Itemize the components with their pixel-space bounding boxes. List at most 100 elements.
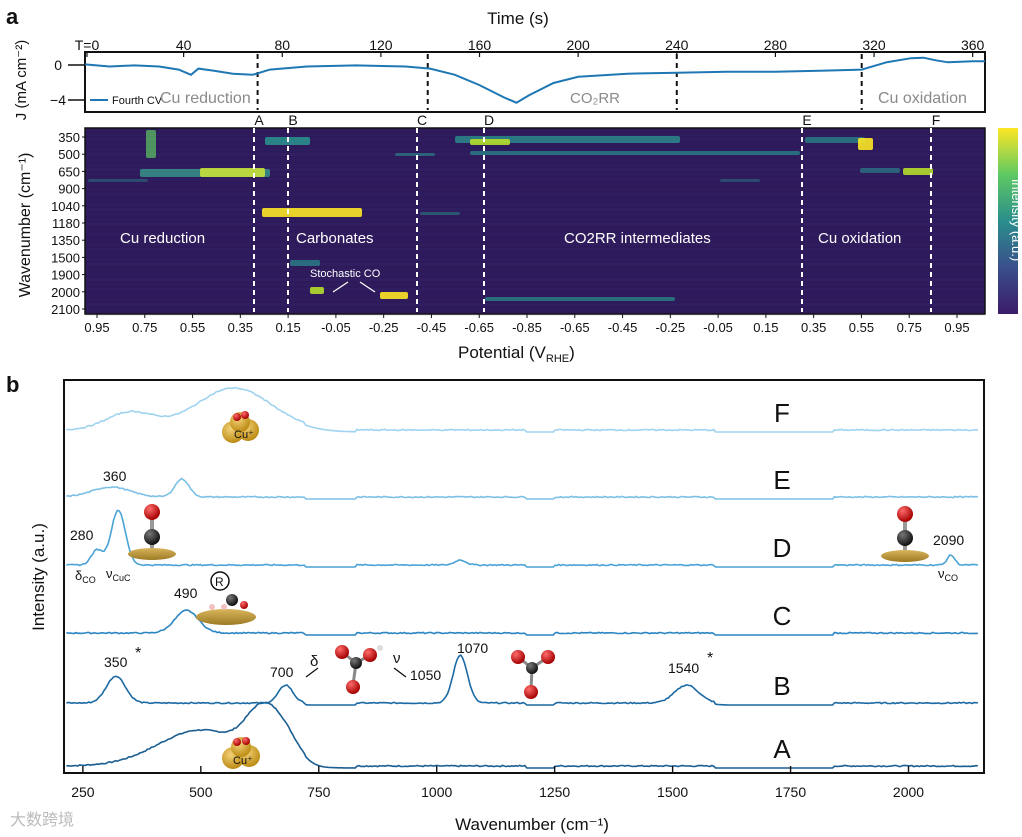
heatmap-x-axis-title-main: Potential (V — [458, 343, 547, 362]
spectra-x-axis-title: Wavenumber (cm⁻¹) — [455, 815, 609, 834]
heatmap-noise-band — [85, 198, 985, 201]
peak-label-2090: 2090 — [933, 532, 964, 548]
heatmap-markers: A B C D E F — [253, 112, 940, 312]
heatmap-y-axis-title: Wavenumber (cm⁻¹) — [17, 153, 34, 298]
heatmap-panel: 350 500 650 900 1040 1180 1350 1500 1900 2000 2100… — [17, 112, 1022, 365]
colorbar — [998, 128, 1018, 314]
cv-region-dividers — [256, 54, 863, 110]
heatmap-marker-label: C — [417, 112, 427, 128]
spectrum-line-d — [66, 509, 979, 568]
peak-star-350: * — [135, 645, 141, 662]
heatmap-noise-band — [85, 213, 985, 216]
peak-label-700: 700 — [270, 664, 294, 680]
spectra-xtick-label: 1250 — [539, 784, 570, 800]
bicarbonate-molecule-icon — [335, 645, 383, 694]
symbol-delta-co-sub: CO — [82, 575, 96, 585]
cv-region-co2rr: CO₂RR — [570, 90, 620, 107]
heatmap-ytick-label: 1900 — [51, 268, 80, 283]
heatmap-noise-band — [85, 143, 985, 146]
heatmap-intensity-streak — [470, 139, 510, 145]
peak-label-280: 280 — [70, 527, 94, 543]
cv-curve — [84, 56, 985, 104]
symbol-nu-co-sub: CO — [945, 573, 959, 583]
heatmap-xtick-label: -0.65 — [464, 320, 494, 335]
cv-time-tick-label: 360 — [961, 37, 985, 53]
heatmap-ytick-label: 1040 — [51, 199, 80, 214]
cv-y-axis-title: J (mA cm⁻²) — [13, 40, 30, 120]
heatmap-xtick-label: -0.25 — [656, 320, 686, 335]
spectrum-label-d: D — [773, 533, 792, 563]
heatmap-frame — [84, 127, 986, 315]
heatmap-noise-band — [85, 238, 985, 241]
symbol-nu: ν — [393, 650, 401, 667]
heatmap-bands — [85, 128, 985, 316]
heatmap-ytick-label: 2000 — [51, 285, 80, 300]
heatmap-xtick-label: -0.25 — [369, 320, 399, 335]
symbol-nu-co: νCO — [938, 566, 958, 583]
heatmap-region-cu-reduction: Cu reduction — [120, 230, 205, 247]
cv-plot-frame — [84, 51, 986, 113]
heatmap-noise-band — [85, 168, 985, 171]
heatmap-xtick-label: 0.35 — [801, 320, 826, 335]
heatmap-x-axis-title-end: ) — [569, 343, 575, 362]
heatmap-noise-band — [85, 293, 985, 296]
heatmap-noise-band — [85, 193, 985, 196]
spectra-xtick-label: 1500 — [657, 784, 688, 800]
cv-time-tick-label: 240 — [665, 37, 689, 53]
spectra-y-axis-title: Intensity (a.u.) — [29, 523, 48, 631]
heatmap-noise-band — [85, 128, 985, 131]
heatmap-noise-band — [85, 283, 985, 286]
spectrum-line-a — [66, 701, 979, 769]
symbol-delta-co: δCO — [75, 568, 96, 585]
spectra-x-ticks: 250 500 750 1000 1250 1500 1750 2000 — [71, 766, 924, 800]
heatmap-noise-band — [85, 218, 985, 221]
cv-panel: Time (s) T=0 40 80 120 160 200 240 280 320 360 0 … — [13, 9, 986, 120]
co-on-cu-d-left-icon — [128, 504, 176, 560]
heatmap-xtick-label: 0.15 — [753, 320, 778, 335]
heatmap-noise-band — [85, 188, 985, 191]
heatmap-xtick-label: 0.95 — [944, 320, 969, 335]
heatmap-xtick-label: 0.95 — [84, 320, 109, 335]
heatmap-region-cu-oxidation: Cu oxidation — [818, 230, 901, 247]
nu-arrow — [393, 667, 407, 678]
spectra-lines — [66, 386, 979, 769]
heatmap-intensity-streak — [380, 292, 408, 299]
heatmap-intensity-streak — [200, 168, 265, 177]
cv-region-cu-reduction: Cu reduction — [160, 90, 251, 107]
heatmap-noise-band — [85, 163, 985, 166]
heatmap-marker-label: E — [802, 112, 811, 128]
heatmap-intensity-streak — [290, 260, 320, 266]
heatmap-noise-band — [85, 278, 985, 281]
heatmap-noise-band — [85, 308, 985, 311]
symbol-delta: δ — [310, 653, 318, 670]
cv-time-tick-label: 280 — [764, 37, 788, 53]
peak-label-1070: 1070 — [457, 640, 488, 656]
cv-ytick-0: 0 — [54, 57, 62, 73]
heatmap-noise-band — [85, 203, 985, 206]
heatmap-intensity-streak — [146, 130, 156, 158]
heatmap-marker-label: A — [254, 112, 264, 128]
symbol-nu-cuc-sub: CuC — [113, 573, 132, 583]
r-label: R — [215, 575, 224, 589]
heatmap-ytick-label: 650 — [58, 164, 80, 179]
cv-time-tick-label: 160 — [468, 37, 492, 53]
heatmap-intensity-streak — [805, 137, 865, 143]
cv-time-axis-title: Time (s) — [487, 9, 549, 28]
heatmap-region-carbonates: Carbonates — [296, 230, 374, 247]
heatmap-xtick-label: -0.65 — [560, 320, 590, 335]
peak-label-1050: 1050 — [410, 667, 441, 683]
spectra-panel: 250 500 750 1000 1250 1500 1750 2000 A B C D E F Int… — [29, 379, 985, 834]
heatmap-noise-band — [85, 248, 985, 251]
spectrum-label-e: E — [773, 465, 790, 495]
peak-label-350: 350 — [104, 654, 128, 670]
heatmap-xtick-label: 0.15 — [275, 320, 300, 335]
spectrum-line-f — [66, 386, 978, 433]
heatmap-ytick-label: 2100 — [51, 302, 80, 317]
cv-ytick-minus4: −4 — [50, 92, 66, 108]
heatmap-xtick-label: 0.75 — [897, 320, 922, 335]
heatmap-area — [85, 128, 985, 314]
heatmap-intensity-streak — [470, 151, 800, 155]
peak-label-490: 490 — [174, 585, 198, 601]
heatmap-region-co2rr: CO2RR intermediates — [564, 230, 711, 247]
